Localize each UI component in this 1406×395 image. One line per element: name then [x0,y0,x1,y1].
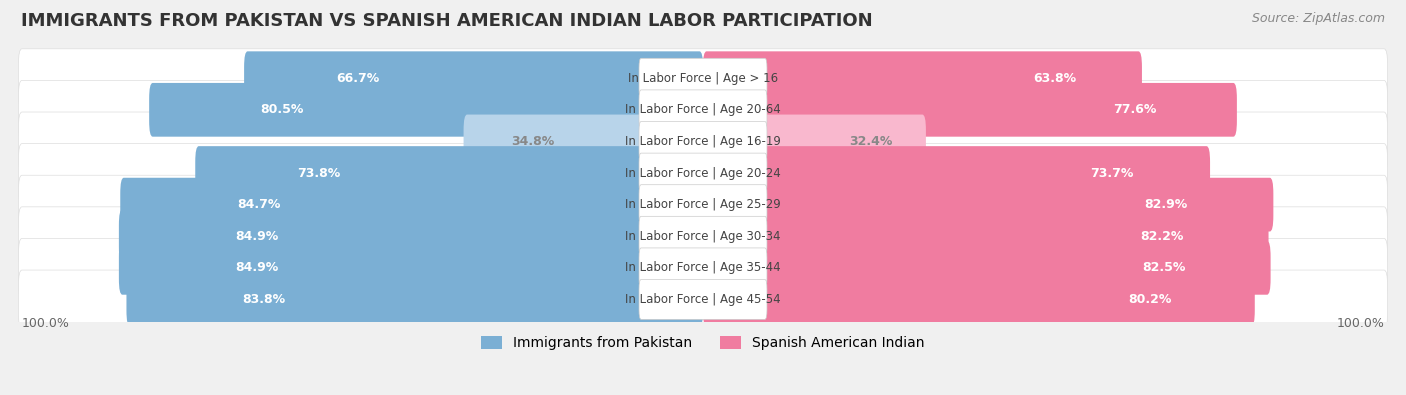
Text: 82.2%: 82.2% [1140,230,1184,243]
Text: In Labor Force | Age 30-34: In Labor Force | Age 30-34 [626,230,780,243]
FancyBboxPatch shape [703,51,1142,105]
FancyBboxPatch shape [703,146,1211,200]
Text: In Labor Force | Age 16-19: In Labor Force | Age 16-19 [626,135,780,148]
Text: 80.2%: 80.2% [1129,293,1173,306]
Text: IMMIGRANTS FROM PAKISTAN VS SPANISH AMERICAN INDIAN LABOR PARTICIPATION: IMMIGRANTS FROM PAKISTAN VS SPANISH AMER… [21,12,873,30]
FancyBboxPatch shape [245,51,703,105]
Text: 63.8%: 63.8% [1033,72,1076,85]
FancyBboxPatch shape [127,273,703,326]
FancyBboxPatch shape [195,146,703,200]
Text: 80.5%: 80.5% [260,103,304,116]
Text: In Labor Force | Age 25-29: In Labor Force | Age 25-29 [626,198,780,211]
FancyBboxPatch shape [703,273,1254,326]
Text: In Labor Force | Age > 16: In Labor Force | Age > 16 [628,72,778,85]
Text: In Labor Force | Age 20-24: In Labor Force | Age 20-24 [626,167,780,179]
Legend: Immigrants from Pakistan, Spanish American Indian: Immigrants from Pakistan, Spanish Americ… [475,331,931,356]
FancyBboxPatch shape [703,115,927,168]
FancyBboxPatch shape [121,178,703,231]
Text: 82.5%: 82.5% [1142,261,1185,275]
FancyBboxPatch shape [638,58,768,98]
FancyBboxPatch shape [638,248,768,288]
FancyBboxPatch shape [18,144,1388,202]
FancyBboxPatch shape [120,209,703,263]
Text: 82.9%: 82.9% [1144,198,1188,211]
FancyBboxPatch shape [638,90,768,130]
FancyBboxPatch shape [464,115,703,168]
FancyBboxPatch shape [638,185,768,224]
FancyBboxPatch shape [18,49,1388,107]
FancyBboxPatch shape [18,207,1388,265]
Text: Source: ZipAtlas.com: Source: ZipAtlas.com [1251,12,1385,25]
Text: 100.0%: 100.0% [22,317,70,330]
FancyBboxPatch shape [18,112,1388,171]
Text: 77.6%: 77.6% [1114,103,1157,116]
Text: 34.8%: 34.8% [512,135,555,148]
Text: 84.9%: 84.9% [236,230,278,243]
FancyBboxPatch shape [18,239,1388,297]
Text: 84.7%: 84.7% [236,198,280,211]
FancyBboxPatch shape [638,122,768,161]
FancyBboxPatch shape [120,241,703,295]
FancyBboxPatch shape [638,280,768,320]
Text: 83.8%: 83.8% [242,293,285,306]
FancyBboxPatch shape [638,153,768,193]
Text: In Labor Force | Age 35-44: In Labor Force | Age 35-44 [626,261,780,275]
Text: 100.0%: 100.0% [1336,317,1384,330]
FancyBboxPatch shape [703,241,1271,295]
FancyBboxPatch shape [149,83,703,137]
Text: 66.7%: 66.7% [336,72,380,85]
Text: 32.4%: 32.4% [849,135,893,148]
FancyBboxPatch shape [703,83,1237,137]
Text: In Labor Force | Age 45-54: In Labor Force | Age 45-54 [626,293,780,306]
Text: 73.8%: 73.8% [297,167,340,179]
Text: 73.7%: 73.7% [1091,167,1135,179]
Text: In Labor Force | Age 20-64: In Labor Force | Age 20-64 [626,103,780,116]
FancyBboxPatch shape [18,175,1388,234]
Text: 84.9%: 84.9% [236,261,278,275]
FancyBboxPatch shape [18,81,1388,139]
FancyBboxPatch shape [703,178,1274,231]
FancyBboxPatch shape [638,216,768,256]
FancyBboxPatch shape [18,270,1388,329]
FancyBboxPatch shape [703,209,1268,263]
